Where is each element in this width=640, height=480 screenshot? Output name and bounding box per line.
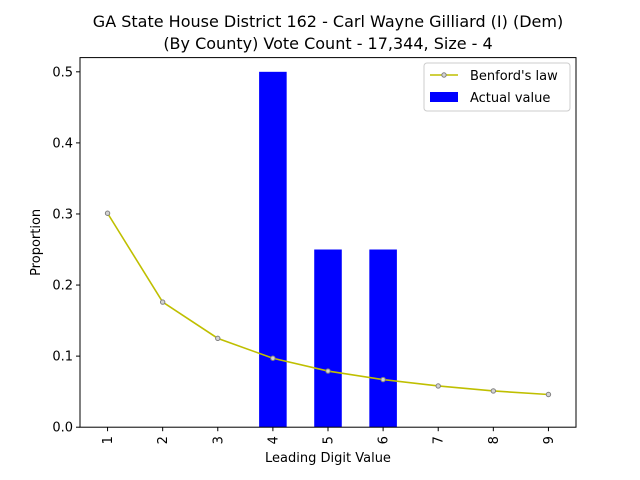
y-tick-label: 0.3 xyxy=(52,207,73,222)
y-tick-label: 0.4 xyxy=(52,136,73,151)
x-tick-label: 2 xyxy=(156,436,171,444)
legend-actual-label: Actual value xyxy=(470,91,550,106)
y-tick-label: 0.1 xyxy=(52,350,73,365)
benford-line-layer xyxy=(104,210,552,398)
benford-point-9 xyxy=(545,391,552,398)
benford-point-7 xyxy=(435,383,441,389)
benford-point-8 xyxy=(490,388,497,394)
benford-point-1 xyxy=(104,210,111,216)
benford-point-3 xyxy=(215,335,221,342)
chart-title-line1: GA State House District 162 - Carl Wayne… xyxy=(93,12,563,31)
x-tick-label: 6 xyxy=(377,436,392,444)
legend-box xyxy=(423,62,571,112)
x-tick-label: 8 xyxy=(487,436,502,444)
legend: Benford's law Actual value xyxy=(423,62,571,112)
y-tick-label: 0.5 xyxy=(52,65,73,80)
chart-title-line2: (By County) Vote Count - 17,344, Size - … xyxy=(163,34,492,53)
y-axis-ticks: 0.0 0.1 0.2 0.3 0.4 0.5 xyxy=(52,65,80,436)
legend-benford-marker-swatch xyxy=(441,72,447,78)
legend-benford-label: Benford's law xyxy=(470,69,558,84)
x-axis-ticks: 1 2 3 4 5 6 7 8 9 xyxy=(101,427,557,444)
legend-actual-bar-swatch xyxy=(430,92,458,102)
benford-point-5 xyxy=(325,368,331,374)
x-tick-label: 1 xyxy=(101,436,116,444)
x-tick-label: 3 xyxy=(211,436,226,444)
y-tick-label: 0.2 xyxy=(52,279,73,294)
bar-digit-5 xyxy=(314,249,342,428)
benford-point-2 xyxy=(159,299,166,305)
bars-layer xyxy=(259,71,397,428)
x-tick-label: 7 xyxy=(432,436,447,444)
y-tick-label: 0.0 xyxy=(52,421,73,436)
x-tick-label: 9 xyxy=(542,436,557,444)
bar-digit-4 xyxy=(259,71,287,428)
bar-digit-6 xyxy=(369,249,397,428)
x-axis-label: Leading Digit Value xyxy=(265,451,391,466)
benford-point-6 xyxy=(380,376,386,383)
x-tick-label: 5 xyxy=(322,436,337,444)
x-tick-label: 4 xyxy=(266,436,281,444)
benford-point-4 xyxy=(270,355,276,361)
y-axis-label: Proportion xyxy=(29,209,44,276)
